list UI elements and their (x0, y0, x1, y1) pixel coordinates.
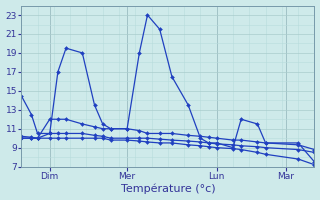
X-axis label: Température (°c): Température (°c) (121, 184, 215, 194)
